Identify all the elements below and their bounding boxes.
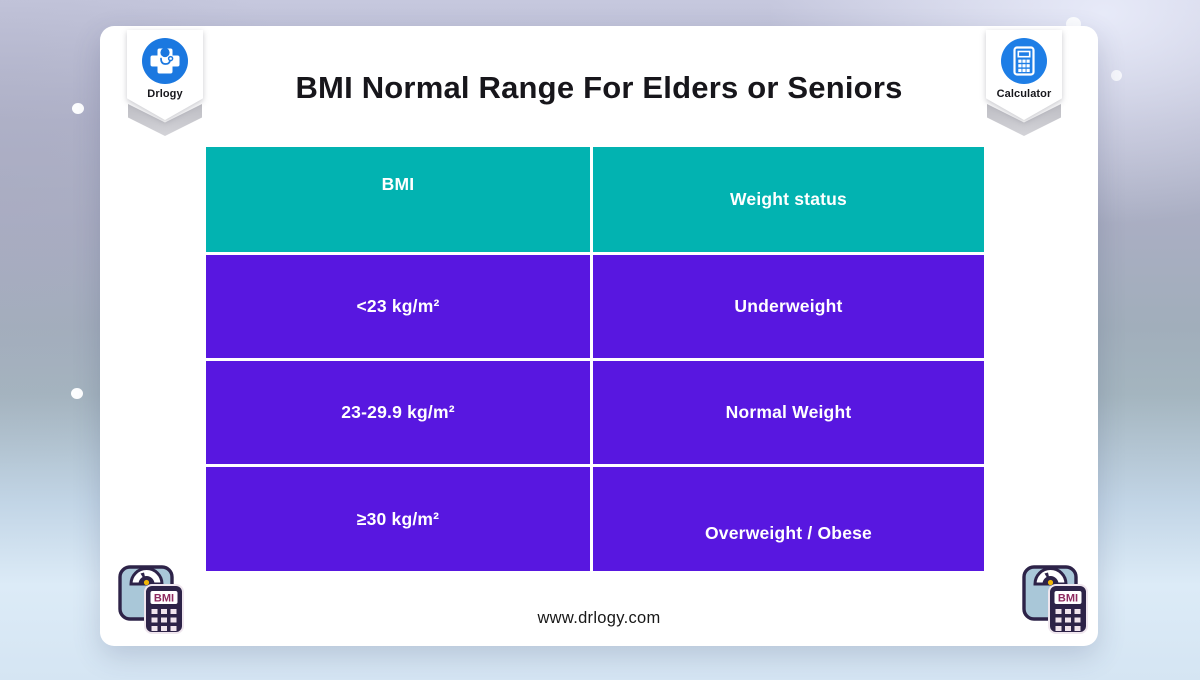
calculator-icon — [1001, 38, 1047, 84]
table-cell-status-row1: Underweight — [593, 255, 984, 358]
table-cell-status-row3: Overweight / Obese — [593, 467, 984, 571]
drlogy-brand-badge: Drlogy — [127, 30, 203, 140]
badge-label-drlogy: Drlogy — [147, 88, 183, 100]
table-header-bmi: BMI — [206, 147, 590, 252]
calculator-badge: Calculator — [986, 30, 1062, 140]
background-dot — [72, 103, 84, 114]
svg-text:BMI: BMI — [1058, 593, 1078, 605]
drlogy-logo-icon — [142, 38, 188, 84]
background-dot — [71, 388, 83, 399]
background-dot — [1111, 70, 1122, 81]
bmi-range-table: BMI Weight status <23 kg/m² Underweight … — [206, 147, 984, 571]
table-cell-bmi-row3: ≥30 kg/m² — [206, 467, 590, 571]
table-cell-bmi-row2: 23-29.9 kg/m² — [206, 361, 590, 464]
bmi-scale-calculator-icon: BMI — [1020, 560, 1092, 634]
table-cell-bmi-row1: <23 kg/m² — [206, 255, 590, 358]
bmi-scale-calculator-icon: BMI — [116, 560, 188, 634]
page-title: BMI Normal Range For Elders or Seniors — [295, 70, 903, 105]
svg-text:BMI: BMI — [154, 593, 174, 605]
website-url: www.drlogy.com — [537, 609, 661, 627]
table-header-weight-status: Weight status — [593, 147, 984, 252]
table-cell-status-row2: Normal Weight — [593, 361, 984, 464]
infographic-card: Drlogy — [100, 26, 1098, 646]
badge-label-calculator: Calculator — [996, 88, 1052, 100]
